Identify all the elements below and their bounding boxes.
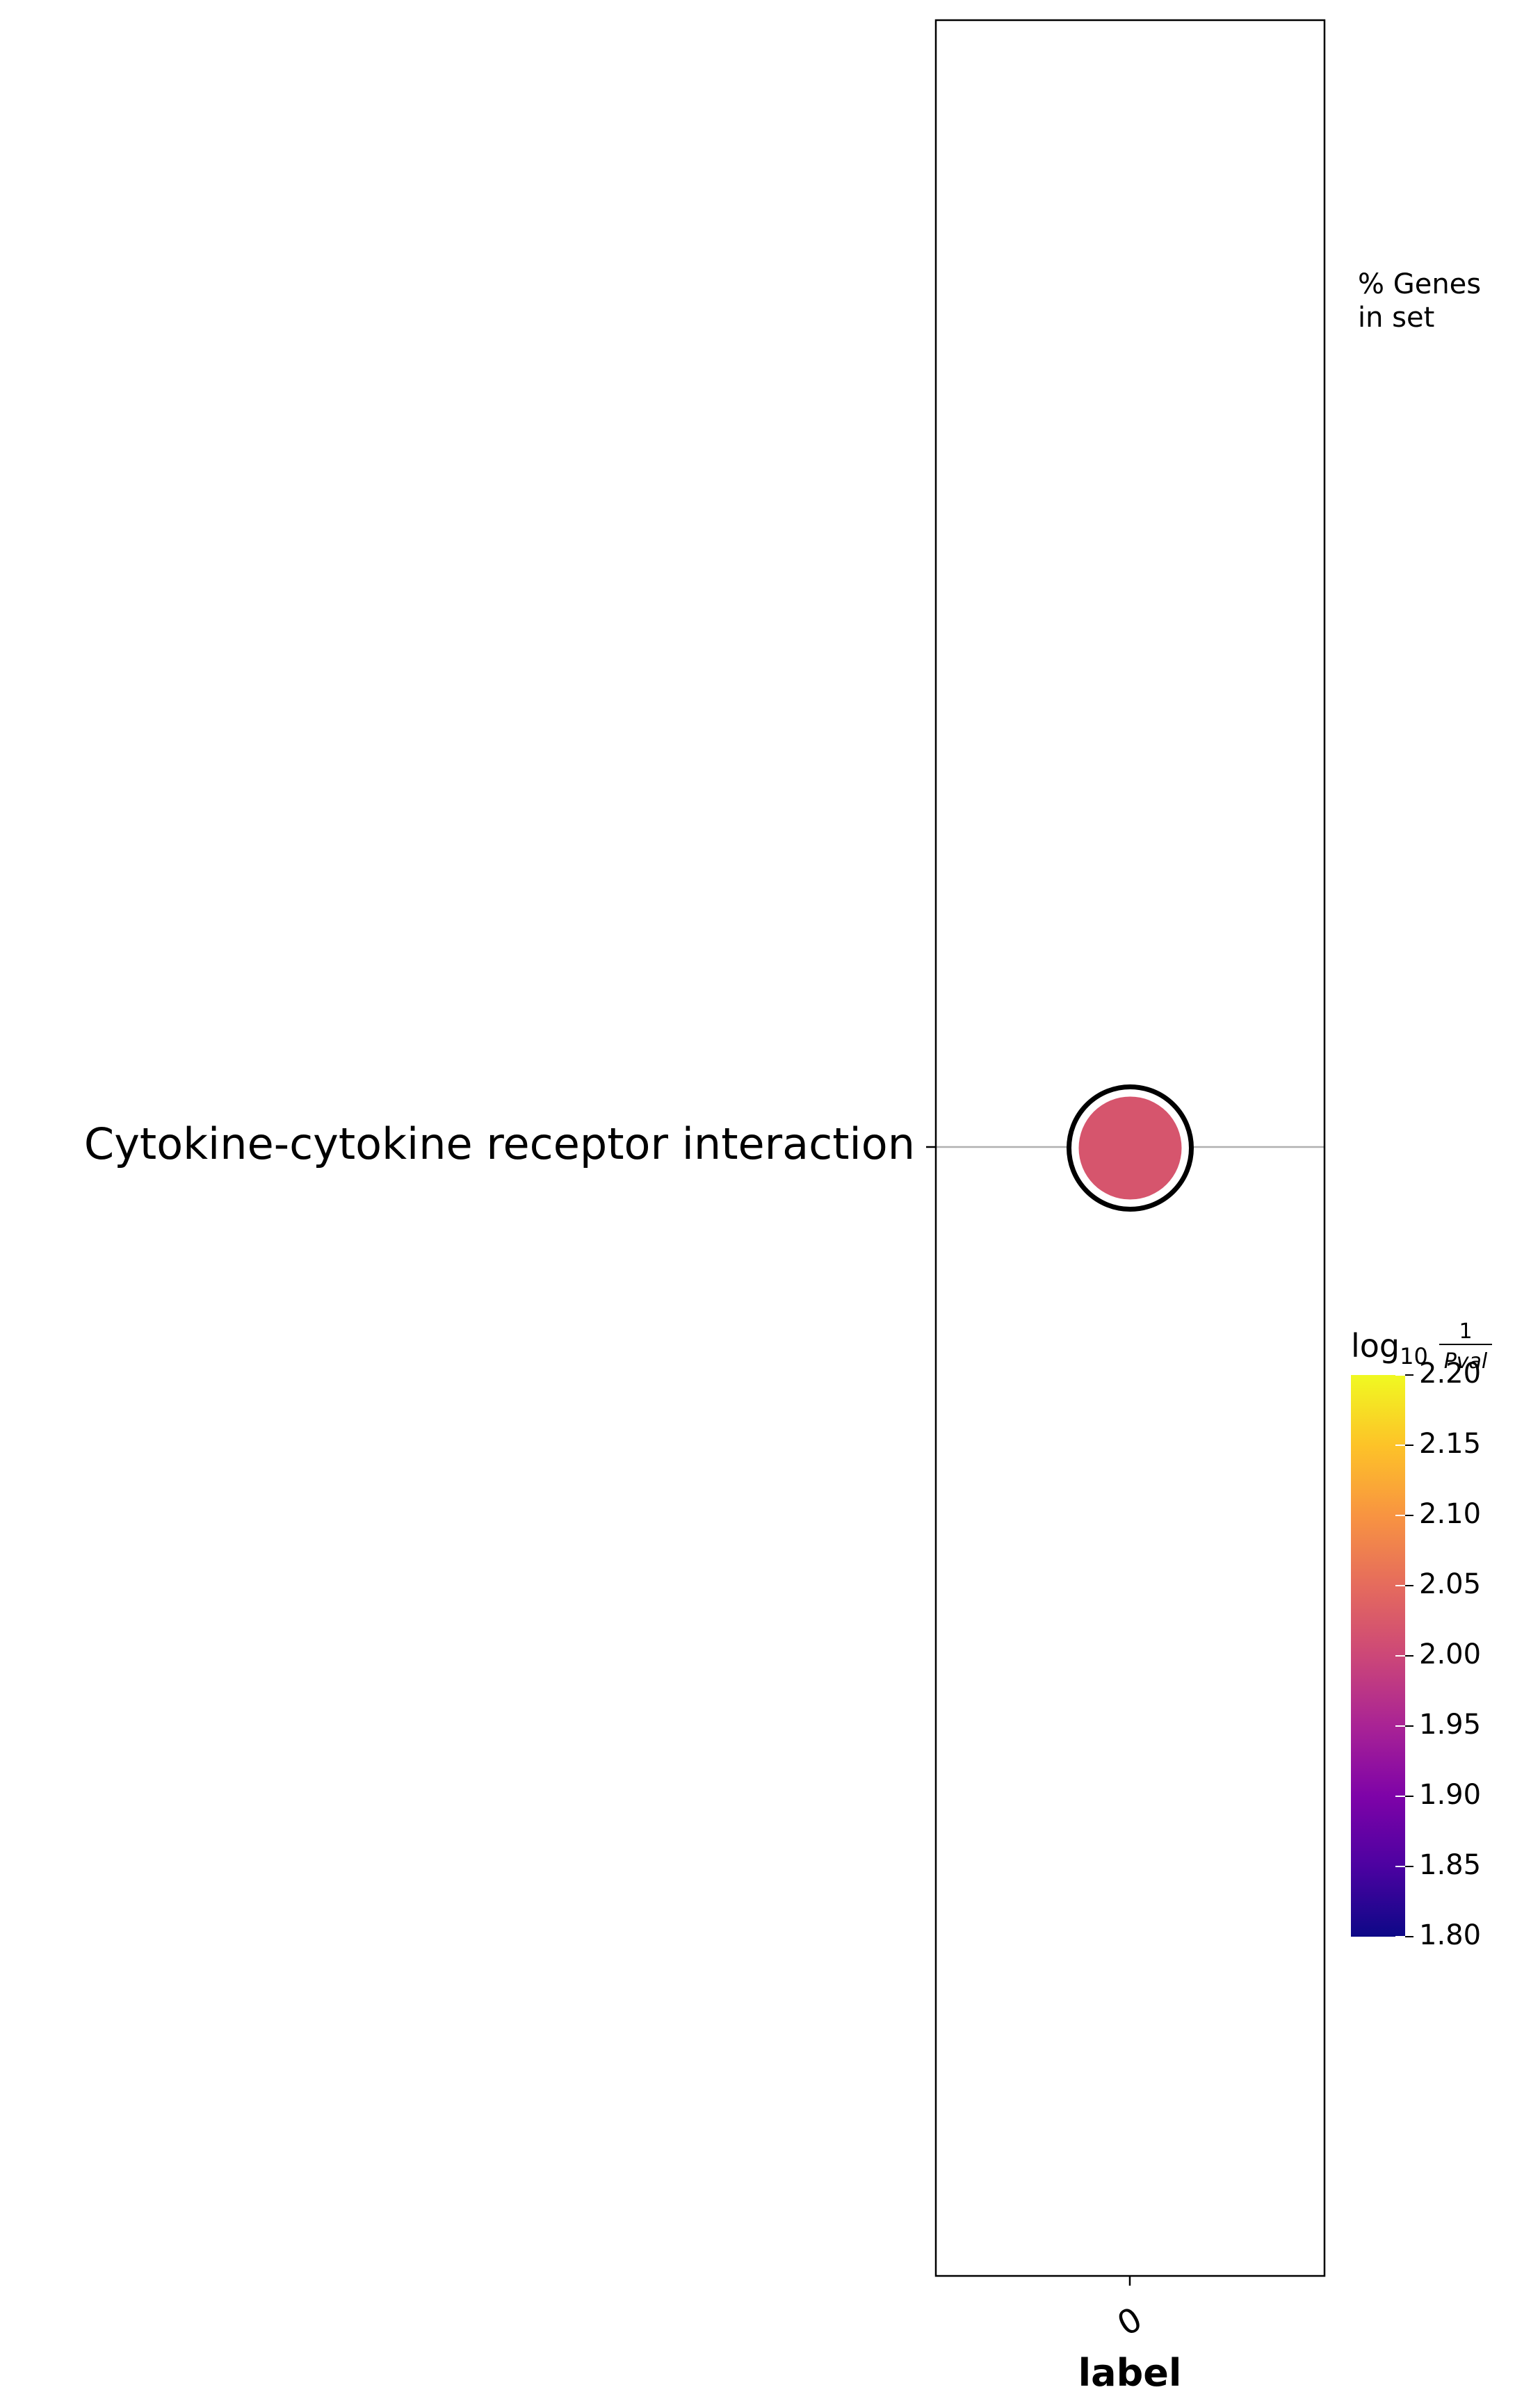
size-legend-title-line1: % Genes <box>1358 268 1481 300</box>
colorbar-title-sub: 10 <box>1400 1343 1428 1369</box>
points-layer <box>1067 1084 1194 1212</box>
colorbar-tick-label: 1.85 <box>1419 1849 1481 1881</box>
colorbar-title-log: log <box>1351 1327 1400 1365</box>
colorbar-tick-label: 1.95 <box>1419 1709 1481 1741</box>
data-point <box>1078 1096 1182 1200</box>
colorbar-tick-label: 1.80 <box>1419 1919 1481 1951</box>
colorbar-title: log10 <box>1351 1327 1428 1369</box>
y-tick-label: Cytokine-cytokine receptor interaction <box>84 1118 915 1169</box>
colorbar-tick-label: 2.05 <box>1419 1568 1481 1600</box>
colorbar-tick-label: 2.20 <box>1419 1358 1481 1390</box>
colorbar-tick-label: 1.90 <box>1419 1779 1481 1811</box>
colorbar-ticks: 2.20 2.15 2.10 2.05 2.00 1.95 1.90 1.85 1.80 <box>1395 1358 1481 1951</box>
x-tick-label: 0 <box>1111 2300 1149 2344</box>
colorbar-title-denominator: Pval <box>1444 1349 1488 1374</box>
size-legend-title-line2: in set <box>1358 302 1434 334</box>
x-axis-label: label <box>1078 2351 1182 2395</box>
colorbar-title-numerator: 1 <box>1459 1319 1472 1344</box>
colorbar-tick-label: 2.10 <box>1419 1498 1481 1530</box>
colorbar-tick-label: 2.00 <box>1419 1638 1481 1670</box>
colorbar-tick-label: 2.15 <box>1419 1428 1481 1460</box>
size-legend-title: % Genes in set <box>1358 268 1490 334</box>
